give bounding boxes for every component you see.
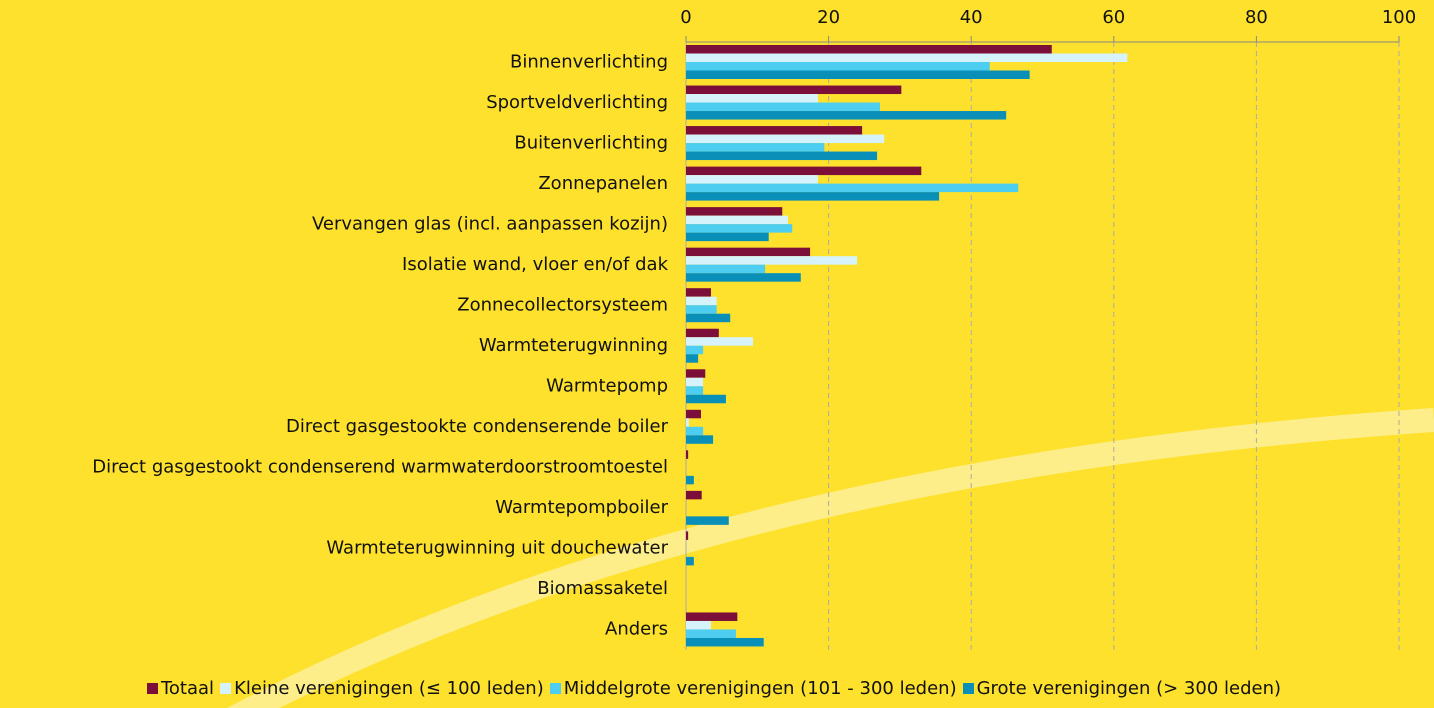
- bar: [686, 192, 939, 201]
- legend-swatch: [147, 683, 158, 694]
- bar: [686, 62, 990, 71]
- bar: [686, 111, 1006, 120]
- x-tick-label: 20: [817, 7, 840, 28]
- bar: [686, 427, 703, 436]
- bar: [686, 337, 753, 346]
- legend-label: Totaal: [161, 678, 214, 699]
- y-tick-label: Zonnecollectorsysteem: [457, 294, 668, 315]
- bar: [686, 305, 717, 314]
- bar: [686, 354, 698, 363]
- bar: [686, 297, 717, 306]
- bar: [686, 167, 921, 176]
- bar: [686, 135, 884, 144]
- legend-label: Middelgrote verenigingen (101 - 300 lede…: [564, 678, 957, 699]
- bar: [686, 45, 1052, 54]
- bar: [686, 395, 726, 404]
- bar: [686, 216, 788, 225]
- x-tick-label: 0: [680, 7, 691, 28]
- chart: 0 20 40 60 80 100 Binnenverlichting Sportveldve…: [0, 0, 1434, 708]
- legend-label: Grote verenigingen (> 300 leden): [977, 678, 1281, 699]
- bar: [686, 369, 705, 378]
- bar: [686, 491, 702, 500]
- bar: [686, 248, 810, 257]
- y-tick-label: Sportveldverlichting: [486, 92, 668, 113]
- bar: [686, 329, 719, 338]
- bar: [686, 126, 862, 135]
- bar: [686, 54, 1127, 63]
- bar: [686, 410, 701, 419]
- bar: [686, 184, 1018, 193]
- legend-swatch: [550, 683, 561, 694]
- y-tick-label: Direct gasgestookte condenserende boiler: [286, 416, 669, 437]
- bar: [686, 476, 694, 485]
- y-tick-label: Vervangen glas (incl. aanpassen kozijn): [312, 213, 668, 234]
- bar: [686, 418, 689, 427]
- bar: [686, 71, 1030, 80]
- bar: [686, 273, 801, 282]
- x-tick-label: 100: [1382, 7, 1416, 28]
- bar: [686, 233, 769, 242]
- bar: [686, 557, 694, 566]
- legend-item: Totaal: [147, 678, 214, 699]
- bar: [686, 450, 688, 459]
- bar: [686, 435, 713, 444]
- bar: [686, 621, 711, 630]
- legend-item: Grote verenigingen (> 300 leden): [963, 678, 1281, 699]
- y-tick-label: Buitenverlichting: [514, 132, 668, 153]
- y-tick-label: Direct gasgestookt condenserend warmwate…: [92, 457, 668, 478]
- bar: [686, 207, 782, 216]
- bar: [686, 288, 711, 297]
- bar: [686, 638, 764, 647]
- x-tick-label: 60: [1102, 7, 1125, 28]
- bar: [686, 175, 818, 184]
- y-tick-label: Warmtepomp: [546, 376, 668, 397]
- x-tick-label: 80: [1245, 7, 1268, 28]
- legend-item: Middelgrote verenigingen (101 - 300 lede…: [550, 678, 957, 699]
- bar: [686, 86, 901, 95]
- y-tick-label: Zonnepanelen: [538, 173, 668, 194]
- page: 0 20 40 60 80 100 Binnenverlichting Sportveldve…: [0, 0, 1434, 708]
- y-tick-label: Biomassaketel: [537, 578, 668, 599]
- legend: Totaal Kleine verenigingen (≤ 100 leden) M…: [0, 678, 1434, 699]
- bar: [686, 531, 688, 540]
- y-tick-label: Warmteterugwinning: [479, 335, 668, 356]
- y-tick-label: Warmtepompboiler: [495, 497, 668, 518]
- bar: [686, 378, 703, 387]
- x-tick-label: 40: [960, 7, 983, 28]
- bar: [686, 152, 877, 161]
- bar: [686, 516, 729, 525]
- y-tick-label: Binnenverlichting: [510, 51, 668, 72]
- y-tick-label: Warmteterugwinning uit douchewater: [326, 538, 668, 559]
- bar: [686, 224, 792, 233]
- bar: [686, 143, 824, 152]
- bar: [686, 386, 703, 395]
- bar: [686, 256, 857, 265]
- y-tick-label: Isolatie wand, vloer en/of dak: [402, 254, 669, 275]
- bar: [686, 103, 880, 112]
- legend-swatch: [963, 683, 974, 694]
- bar: [686, 629, 736, 638]
- legend-item: Kleine verenigingen (≤ 100 leden): [220, 678, 544, 699]
- y-tick-label: Anders: [605, 619, 668, 640]
- legend-label: Kleine verenigingen (≤ 100 leden): [234, 678, 544, 699]
- bar: [686, 346, 703, 355]
- bar: [686, 612, 737, 621]
- bar: [686, 94, 818, 103]
- bar: [686, 265, 765, 274]
- bar: [686, 314, 730, 323]
- legend-swatch: [220, 683, 231, 694]
